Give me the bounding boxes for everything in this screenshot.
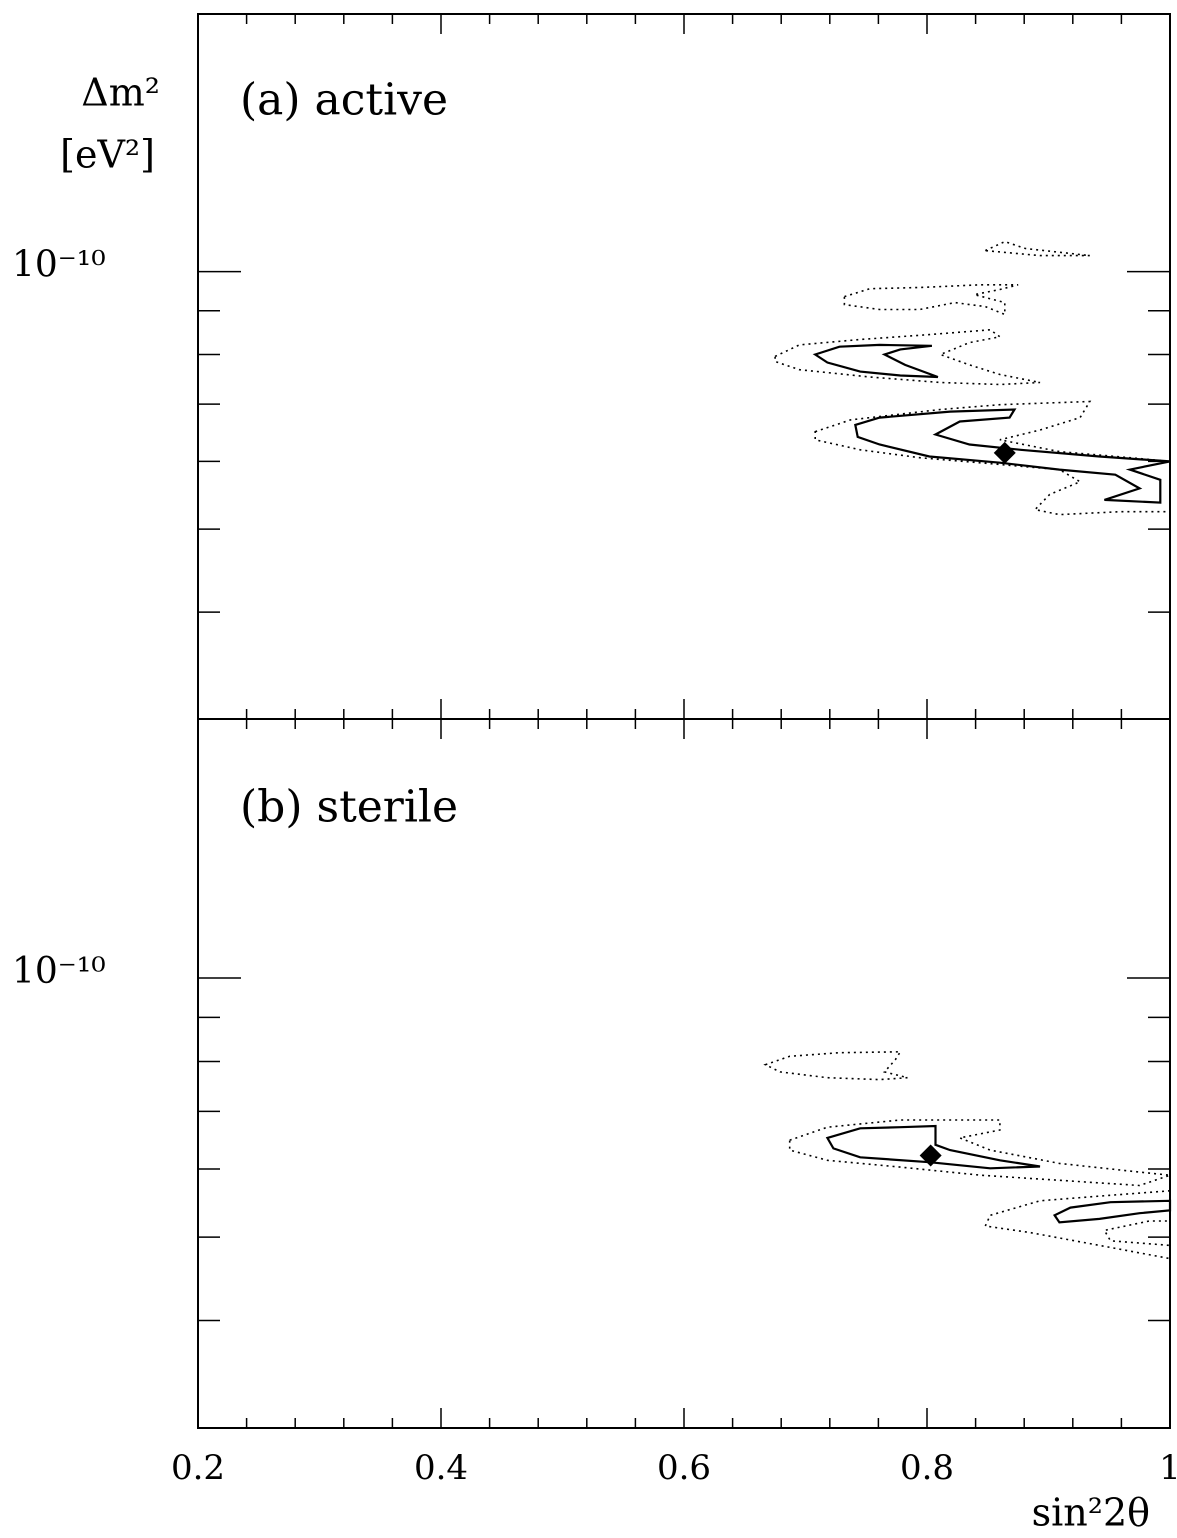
panel-label: (b) sterile [240, 782, 458, 833]
y-axis-label: Δm² [81, 71, 160, 115]
y-axis-unit: [eV²] [60, 133, 155, 177]
contour-line [843, 284, 1019, 316]
x-axis-label: sin²2θ [1032, 1491, 1150, 1535]
contour-line [982, 240, 1090, 257]
contour-line [763, 1050, 908, 1081]
contour-line [984, 1189, 1171, 1260]
x-tick-label: 0.8 [900, 1448, 954, 1488]
contour-line [1052, 1199, 1172, 1224]
contour-line [814, 400, 1171, 516]
x-tick-label: 1 [1159, 1448, 1177, 1488]
best-fit-marker [993, 441, 1016, 464]
x-tick-label: 0.4 [414, 1448, 468, 1488]
contour-line [854, 408, 1171, 504]
best-fit-marker [919, 1144, 942, 1167]
contour-line [825, 1124, 1041, 1170]
y-tick-label: 10⁻¹⁰ [12, 951, 106, 992]
x-tick-label: 0.2 [171, 1448, 225, 1488]
contour-line [788, 1119, 1171, 1187]
contour-line [812, 343, 939, 379]
x-tick-label: 0.6 [657, 1448, 711, 1488]
y-tick-label: 10⁻¹⁰ [12, 245, 106, 286]
panel-label: (a) active [240, 75, 448, 126]
